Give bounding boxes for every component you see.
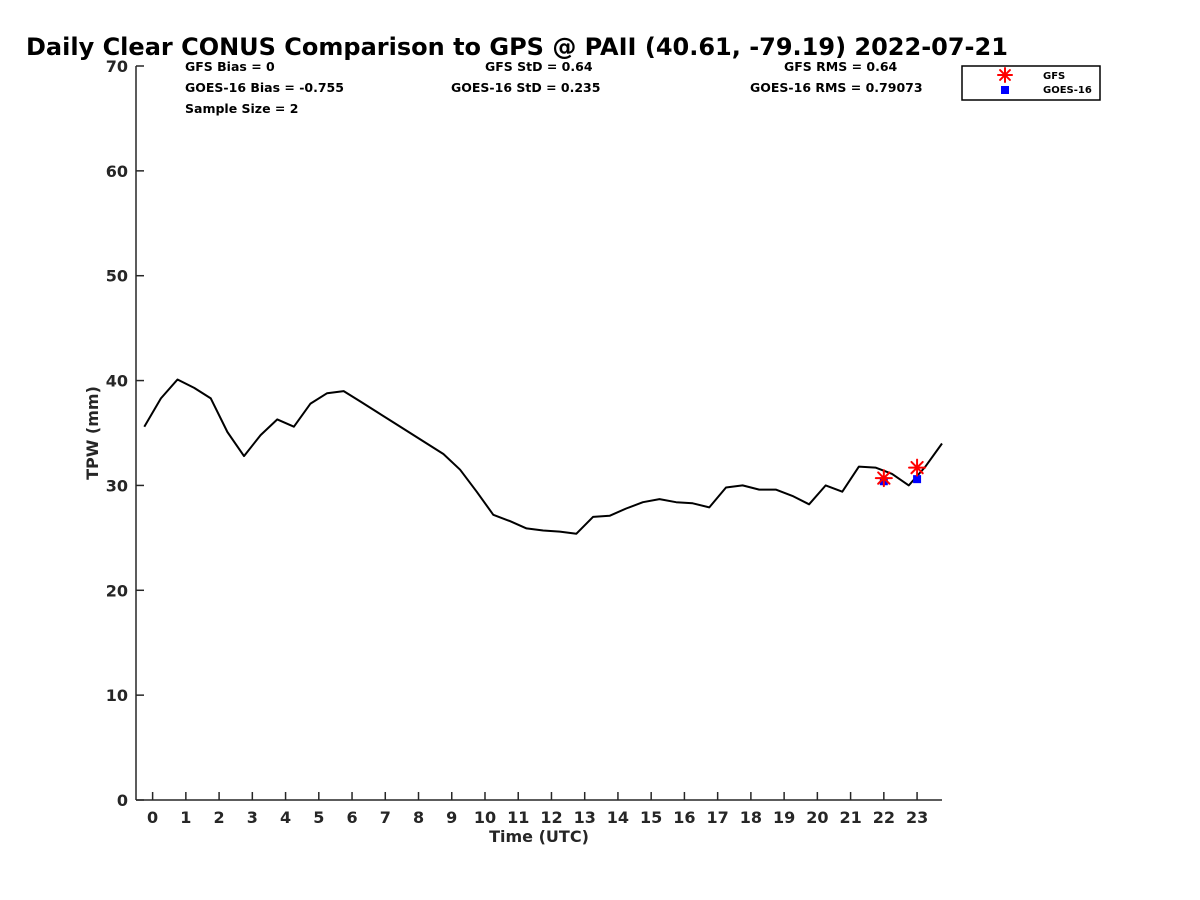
x-tick-label: 8	[413, 808, 424, 827]
y-tick-label: 20	[106, 581, 128, 600]
gfs-rms-text: GFS RMS = 0.64	[784, 59, 898, 74]
asterisk-stroke	[910, 460, 924, 475]
y-tick-label: 30	[106, 476, 128, 495]
x-axis-label: Time (UTC)	[489, 827, 589, 846]
y-axis-ticks: 0 10 20 30 40 50 60 70	[106, 57, 144, 810]
goes-bias-text: GOES-16 Bias = -0.755	[185, 80, 344, 95]
x-tick-label: 22	[873, 808, 895, 827]
goes-std-text: GOES-16 StD = 0.235	[451, 80, 600, 95]
asterisk-stroke	[877, 471, 891, 485]
y-tick-label: 0	[117, 791, 128, 810]
x-tick-label: 21	[839, 808, 861, 827]
legend-gfs-asterisk	[997, 67, 1013, 83]
x-tick-label: 10	[474, 808, 496, 827]
x-tick-label: 20	[806, 808, 828, 827]
x-tick-label: 1	[180, 808, 191, 827]
goes16-point	[913, 475, 922, 484]
x-tick-label: 12	[540, 808, 562, 827]
legend: GFS GOES-16	[961, 65, 1101, 101]
y-tick-label: 50	[106, 267, 128, 286]
plot-series	[143, 378, 943, 535]
gfs-point	[874, 469, 893, 488]
gps-tpw-line	[143, 378, 943, 535]
x-tick-label: 15	[640, 808, 662, 827]
asterisk-stroke	[999, 69, 1011, 81]
x-tick-label: 5	[313, 808, 324, 827]
x-tick-label: 23	[906, 808, 928, 827]
gfs-point	[908, 458, 927, 477]
sample-size-text: Sample Size = 2	[185, 101, 298, 116]
goes-rms-text: GOES-16 RMS = 0.79073	[750, 80, 923, 95]
x-tick-label: 11	[507, 808, 529, 827]
x-tick-label: 13	[574, 808, 596, 827]
x-tick-label: 2	[214, 808, 225, 827]
x-tick-label: 4	[280, 808, 291, 827]
y-tick-label: 40	[106, 372, 128, 391]
legend-gfs-asterisk-icon	[997, 67, 1013, 83]
x-tick-label: 7	[380, 808, 391, 827]
x-tick-label: 14	[607, 808, 629, 827]
legend-box	[961, 65, 1101, 101]
x-tick-label: 0	[147, 808, 158, 827]
y-tick-label: 70	[106, 57, 128, 76]
x-tick-label: 17	[707, 808, 729, 827]
statistics-annotations: GFS Bias = 0 GOES-16 Bias = -0.755 Sampl…	[185, 59, 923, 116]
x-tick-label: 18	[740, 808, 762, 827]
x-axis-ticks: 0 1 2 3 4 5 6 7 8 9 10 11 12 13 14 15 16 17 18 19 20 21 22 23	[147, 792, 928, 827]
legend-goes-square-icon	[1001, 86, 1009, 94]
x-tick-label: 19	[773, 808, 795, 827]
axes	[135, 66, 942, 801]
gfs-std-text: GFS StD = 0.64	[485, 59, 593, 74]
chart-title: Daily Clear CONUS Comparison to GPS @ PA…	[26, 33, 1008, 61]
y-tick-label: 60	[106, 162, 128, 181]
y-tick-label: 10	[106, 686, 128, 705]
gfs-bias-text: GFS Bias = 0	[185, 59, 275, 74]
x-tick-label: 9	[446, 808, 457, 827]
x-tick-label: 16	[673, 808, 695, 827]
legend-goes-label: GOES-16	[1043, 85, 1092, 96]
x-tick-label: 3	[247, 808, 258, 827]
x-tick-label: 6	[346, 808, 357, 827]
y-axis-label: TPW (mm)	[83, 386, 102, 480]
legend-gfs-label: GFS	[1043, 71, 1065, 82]
